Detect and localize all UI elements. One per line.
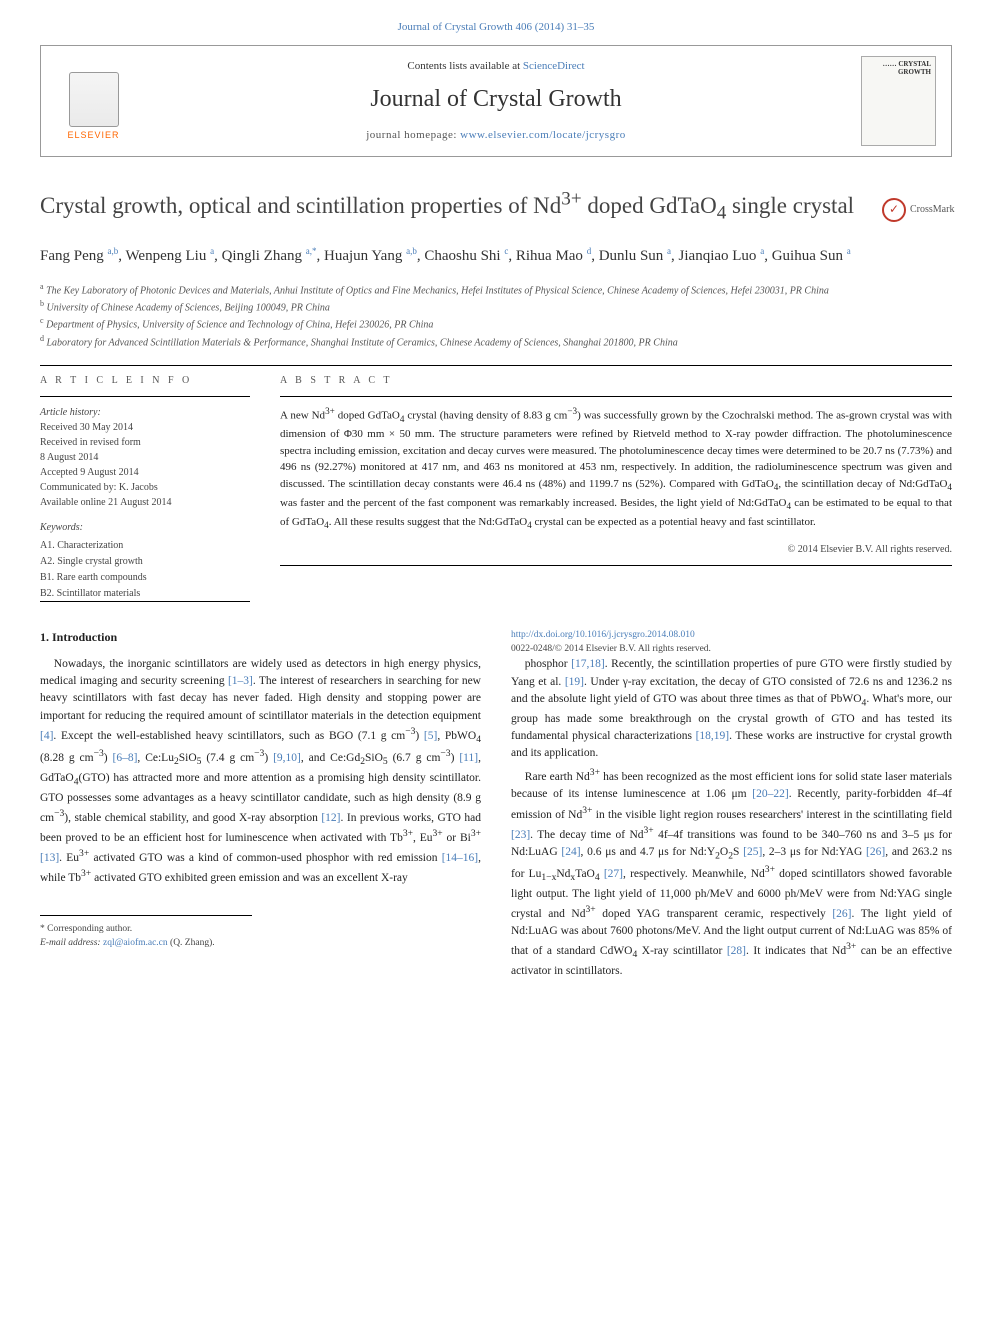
corresponding-footnote: * Corresponding author. E-mail address: … [40,915,252,951]
rule-top [40,365,952,366]
top-citation[interactable]: Journal of Crystal Growth 406 (2014) 31–… [40,20,952,35]
corr-author: * Corresponding author. [40,922,252,936]
abstract-copyright: © 2014 Elsevier B.V. All rights reserved… [280,543,952,557]
cover-brand2: GROWTH [866,69,931,77]
history-2: 8 August 2014 [40,450,250,465]
elsevier-label: ELSEVIER [67,129,119,142]
para-1: Nowadays, the inorganic scintillators ar… [40,656,481,887]
history-1: Received in revised form [40,435,250,450]
crossmark-label: CrossMark [910,203,954,216]
crossmark-icon: ✓ [882,198,906,222]
kw-3: B2. Scintillator materials [40,586,250,602]
contents-line: Contents lists available at ScienceDirec… [131,59,861,74]
doi-link[interactable]: http://dx.doi.org/10.1016/j.jcrysgro.201… [511,630,695,640]
kw-0: A1. Characterization [40,538,250,554]
affiliation-c: c Department of Physics, University of S… [40,315,952,332]
email-label: E-mail address: [40,938,103,948]
section-1-heading: 1. Introduction [40,628,481,646]
history-5: Available online 21 August 2014 [40,495,250,510]
elsevier-logo: ELSEVIER [56,61,131,141]
homepage-pre: journal homepage: [366,129,460,141]
article-info-label: A R T I C L E I N F O [40,374,250,388]
para-3: Rare earth Nd3+ has been recognized as t… [511,766,952,980]
kw-1: A2. Single crystal growth [40,554,250,570]
abstract-label: A B S T R A C T [280,374,952,388]
history-block: Article history: Received 30 May 2014 Re… [40,405,250,510]
affiliation-d: d Laboratory for Advanced Scintillation … [40,333,952,350]
keywords-block: Keywords: A1. Characterization A2. Singl… [40,520,250,602]
affiliations: a The Key Laboratory of Photonic Devices… [40,281,952,350]
bottom-meta: http://dx.doi.org/10.1016/j.jcrysgro.201… [511,628,952,657]
homepage-line: journal homepage: www.elsevier.com/locat… [131,128,861,143]
kw-2: B1. Rare earth compounds [40,570,250,586]
history-0: Received 30 May 2014 [40,420,250,435]
issn-line: 0022-0248/© 2014 Elsevier B.V. All right… [511,644,711,654]
history-4: Communicated by: K. Jacobs [40,480,250,495]
para-2: phosphor [17,18]. Recently, the scintill… [511,656,952,762]
journal-name: Journal of Crystal Growth [131,83,861,117]
journal-cover-thumb: …… CRYSTAL GROWTH [861,56,936,146]
paper-title: Crystal growth, optical and scintillatio… [40,187,952,226]
elsevier-tree-icon [69,72,119,127]
crossmark-badge[interactable]: ✓ CrossMark [882,192,962,227]
contents-pre: Contents lists available at [407,60,522,72]
keywords-label: Keywords: [40,520,250,536]
sciencedirect-link[interactable]: ScienceDirect [523,60,585,72]
body-columns: 1. Introduction Nowadays, the inorganic … [40,628,952,980]
affiliation-a: a The Key Laboratory of Photonic Devices… [40,281,952,298]
history-label: Article history: [40,405,250,420]
homepage-link[interactable]: www.elsevier.com/locate/jcrysgro [460,129,626,141]
abstract-text: A new Nd3+ doped GdTaO4 crystal (having … [280,405,952,533]
email-suffix: (Q. Zhang). [170,938,215,948]
abstract-column: A B S T R A C T A new Nd3+ doped GdTaO4 … [280,374,952,602]
article-info: A R T I C L E I N F O Article history: R… [40,374,250,602]
history-3: Accepted 9 August 2014 [40,465,250,480]
corr-email[interactable]: zql@aiofm.ac.cn [103,938,168,948]
info-row: A R T I C L E I N F O Article history: R… [40,374,952,602]
corr-email-line: E-mail address: zql@aiofm.ac.cn (Q. Zhan… [40,936,252,950]
header-center: Contents lists available at ScienceDirec… [131,59,861,143]
journal-header: ELSEVIER Contents lists available at Sci… [40,45,952,157]
affiliation-b: b University of Chinese Academy of Scien… [40,298,952,315]
authors-line: Fang Peng a,b, Wenpeng Liu a, Qingli Zha… [40,245,952,267]
title-text: Crystal growth, optical and scintillatio… [40,193,854,218]
